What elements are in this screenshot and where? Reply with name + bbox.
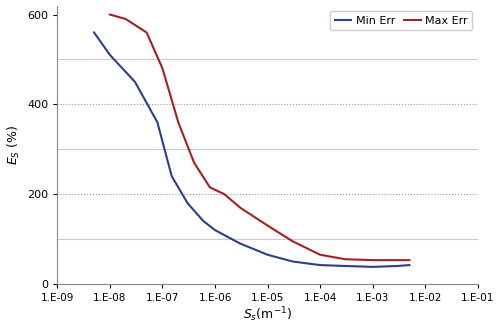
Max Err	[342, 257, 348, 261]
Min Err	[184, 201, 190, 205]
Max Err	[317, 253, 323, 257]
Max Err	[191, 161, 197, 165]
Max Err	[394, 258, 400, 262]
Max Err	[144, 30, 150, 34]
Min Err	[237, 242, 243, 246]
Min Err	[342, 264, 348, 268]
Min Err	[212, 228, 218, 232]
Line: Max Err: Max Err	[110, 15, 410, 260]
Max Err	[406, 258, 412, 262]
Y-axis label: $E_S$ (%): $E_S$ (%)	[6, 125, 22, 165]
Min Err	[107, 53, 113, 57]
Max Err	[207, 185, 213, 189]
Max Err	[122, 17, 128, 21]
Min Err	[406, 263, 412, 267]
Min Err	[168, 174, 174, 178]
Min Err	[370, 265, 376, 269]
Min Err	[317, 263, 323, 267]
Max Err	[107, 13, 113, 16]
Max Err	[237, 206, 243, 210]
Max Err	[160, 66, 166, 70]
Min Err	[91, 30, 97, 34]
Min Err	[394, 264, 400, 268]
Max Err	[290, 239, 296, 243]
Max Err	[176, 120, 182, 124]
Min Err	[264, 253, 270, 257]
Max Err	[370, 258, 376, 262]
Min Err	[132, 80, 138, 84]
Min Err	[154, 120, 160, 124]
Line: Min Err: Min Err	[94, 32, 410, 267]
X-axis label: $S_s$(m$^{-1}$): $S_s$(m$^{-1}$)	[243, 306, 292, 324]
Legend: Min Err, Max Err: Min Err, Max Err	[330, 11, 472, 30]
Min Err	[200, 219, 206, 223]
Max Err	[264, 224, 270, 228]
Min Err	[290, 259, 296, 263]
Max Err	[222, 192, 228, 196]
